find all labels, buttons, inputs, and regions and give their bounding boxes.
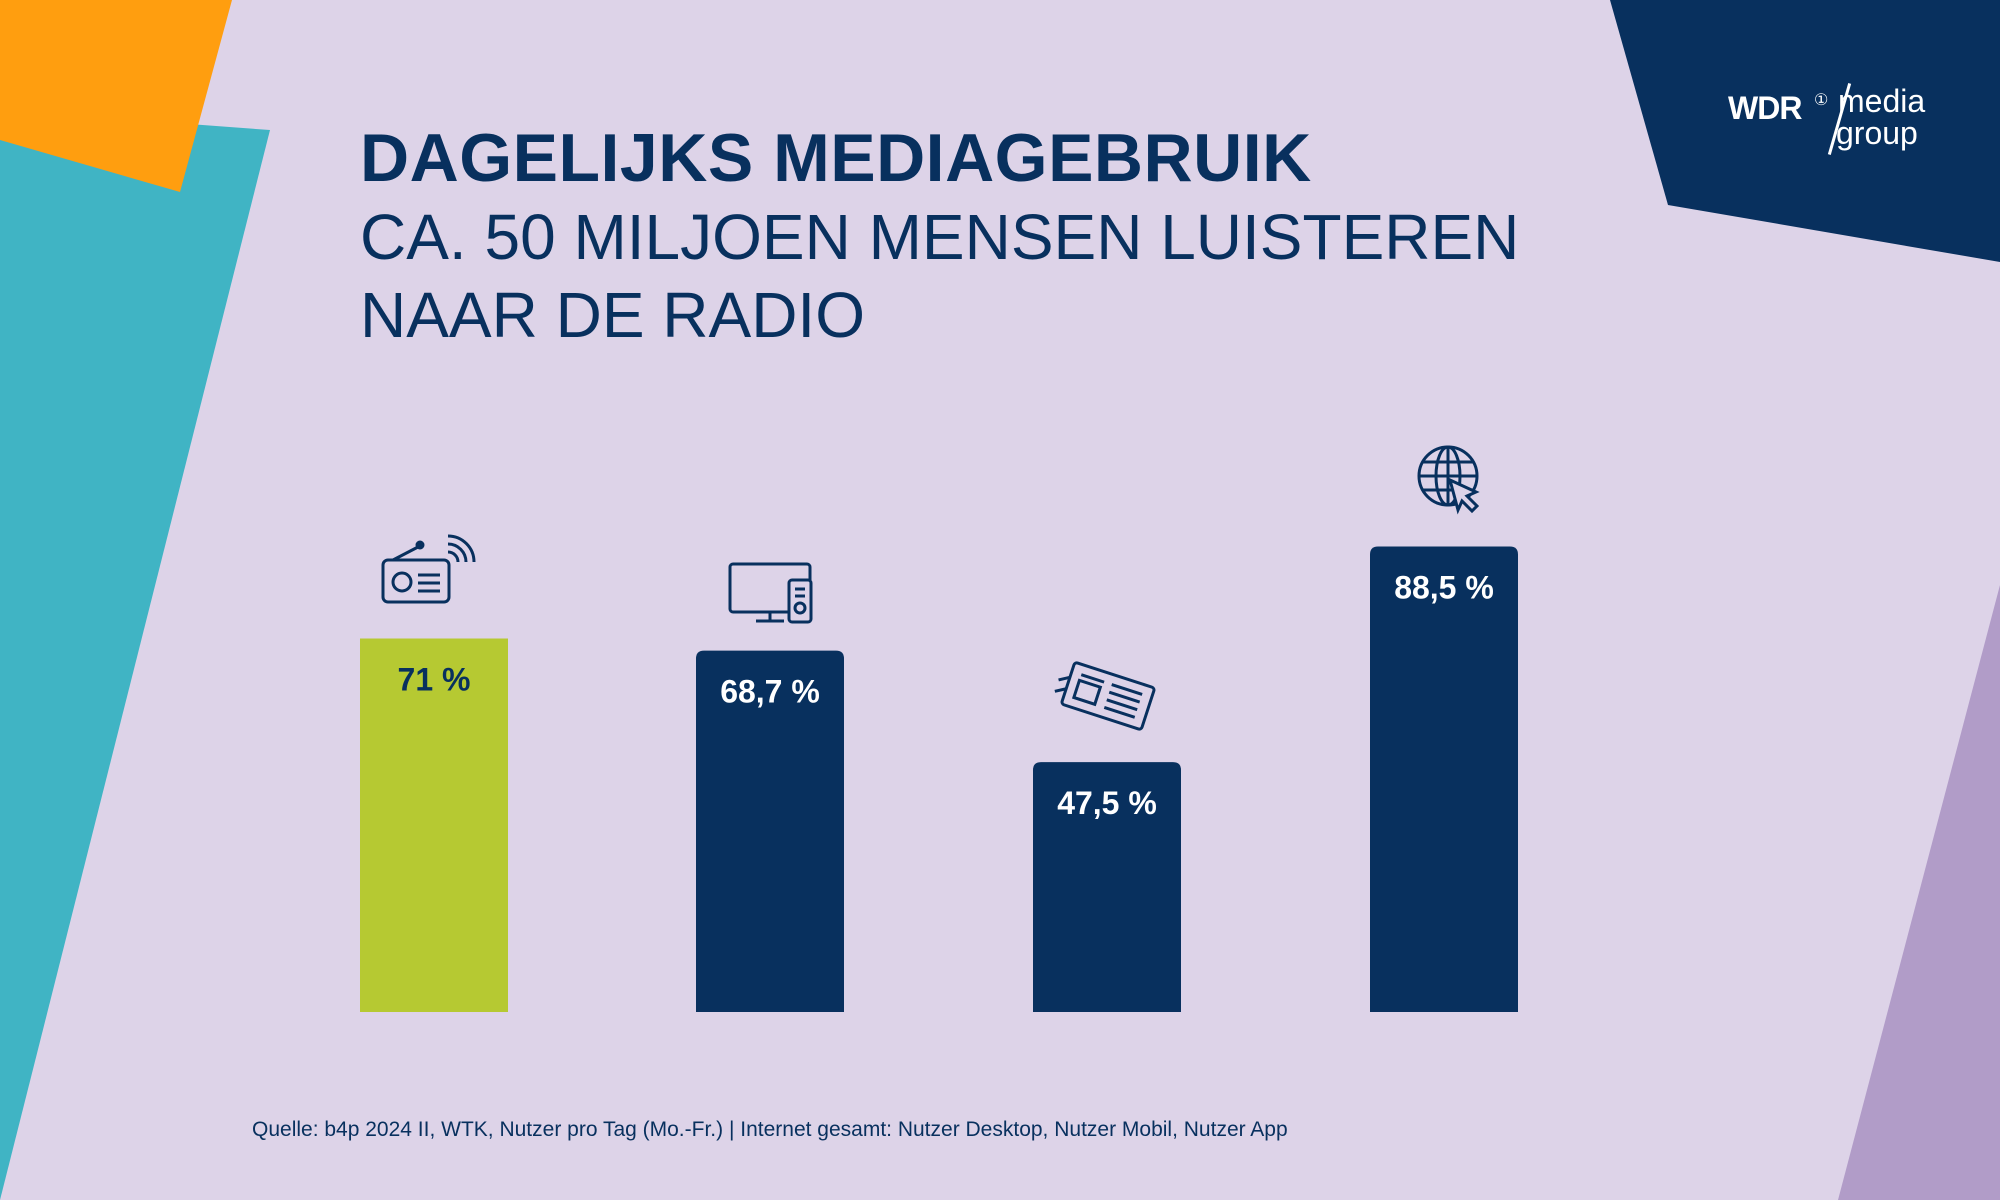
- labels-layer: 71 % 68,7 % 47,5 % 88,5 %: [398, 569, 1494, 821]
- logo-line-1: media: [1838, 83, 1926, 119]
- bar-tv: [696, 650, 844, 1012]
- globe-icon: [1417, 445, 1480, 515]
- value-label-internet: 88,5 %: [1394, 569, 1494, 605]
- title-block: DAGELIJKS MEDIAGEBRUIK CA. 50 MILJOEN ME…: [360, 118, 1519, 354]
- value-label-tv: 68,7 %: [720, 674, 820, 710]
- tv-icon: [728, 562, 813, 624]
- subtitle-line-2: NAAR DE RADIO: [360, 279, 865, 351]
- value-label-zeitung: 47,5 %: [1057, 785, 1157, 821]
- bar-zeitung: [1033, 762, 1181, 1012]
- ard-mark-icon: ①: [1814, 92, 1829, 109]
- chart-title: DAGELIJKS MEDIAGEBRUIK: [360, 120, 1312, 196]
- subtitle-line-1: CA. 50 MILJOEN MENSEN LUISTEREN: [360, 201, 1520, 273]
- bar-radio: [360, 638, 508, 1012]
- radio-icon: [381, 534, 476, 604]
- orange-shape: [0, 0, 232, 192]
- value-label-radio: 71 %: [398, 662, 471, 698]
- logo-brand: WDR: [1728, 90, 1802, 126]
- bar-internet: [1370, 546, 1518, 1012]
- lavender-shape: [1838, 585, 2000, 1200]
- navy-corner-shape: [1610, 0, 2000, 262]
- teal-shape: [0, 110, 270, 1200]
- newspaper-icon: [1054, 661, 1156, 731]
- source-note: Quelle: b4p 2024 II, WTK, Nutzer pro Tag…: [252, 1118, 1288, 1141]
- bars-layer: [360, 546, 1518, 1012]
- logo-line-2: group: [1836, 115, 1918, 151]
